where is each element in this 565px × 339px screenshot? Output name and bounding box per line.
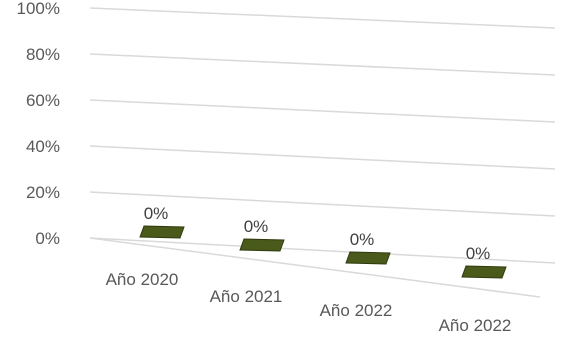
y-tick-label: 100% (17, 0, 60, 18)
x-tick-label: Año 2020 (106, 270, 179, 289)
bars (139, 225, 507, 279)
data-label: 0% (244, 217, 269, 236)
x-tick-label: Año 2021 (210, 287, 283, 306)
gridline (89, 99, 556, 123)
gridlines (89, 7, 556, 298)
x-axis-tick-labels: Año 2020 Año 2021 Año 2022 Año 2022 (106, 270, 512, 335)
gridline (89, 191, 556, 217)
bar (461, 265, 507, 279)
floor-line (89, 237, 541, 298)
data-labels: 0% 0% 0% 0% (144, 204, 491, 263)
y-tick-label: 80% (26, 45, 60, 64)
bar (239, 238, 285, 252)
data-label: 0% (350, 230, 375, 249)
data-label: 0% (144, 204, 169, 223)
y-tick-label: 0% (35, 229, 60, 248)
gridline (89, 145, 556, 170)
y-axis-tick-labels: 0% 20% 40% 60% 80% 100% (17, 0, 60, 248)
bar (345, 251, 391, 265)
y-tick-label: 60% (26, 91, 60, 110)
x-tick-label: Año 2022 (320, 301, 393, 320)
bar (139, 225, 185, 239)
x-tick-label: Año 2022 (439, 316, 512, 335)
gridline (89, 237, 556, 264)
y-tick-label: 40% (26, 137, 60, 156)
gridline (89, 53, 556, 76)
gridline (89, 7, 556, 29)
data-label: 0% (466, 244, 491, 263)
y-tick-label: 20% (26, 183, 60, 202)
